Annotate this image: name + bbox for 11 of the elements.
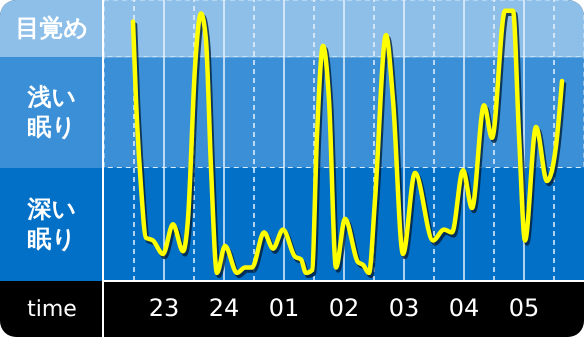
band-label: 目覚め: [16, 13, 88, 44]
x-tick-label: 02: [328, 294, 360, 322]
x-tick-label: 23: [148, 294, 180, 322]
x-tick-label: 04: [448, 294, 480, 322]
band-label: 深い眠り: [28, 194, 76, 254]
x-tick-label: 24: [208, 294, 240, 322]
band-label: 浅い眠り: [28, 82, 76, 142]
x-axis-title: time: [26, 296, 78, 324]
x-tick-label: 01: [268, 294, 300, 322]
x-tick-label: 03: [388, 294, 420, 322]
x-tick-label: 05: [508, 294, 540, 322]
